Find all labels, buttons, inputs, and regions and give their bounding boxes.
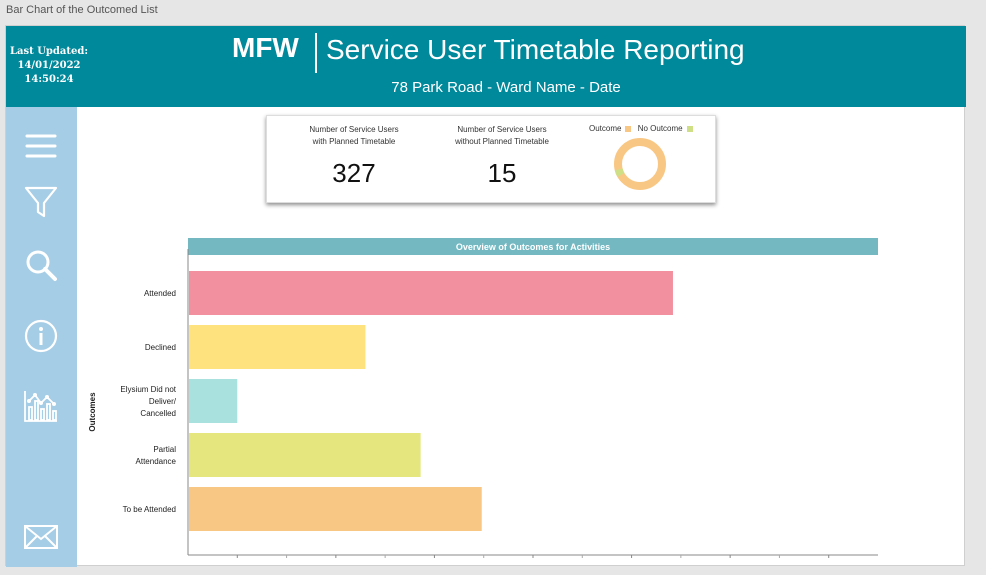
planned-label-line-2: with Planned Timetable xyxy=(312,137,396,146)
filter-icon[interactable] xyxy=(23,184,59,220)
last-updated-date: 14/01/2022 xyxy=(17,60,81,71)
sidebar xyxy=(6,107,77,567)
chart-title-bar xyxy=(188,238,878,255)
report-frame: Last Updated: 14/01/2022 14:50:24 MFW Se… xyxy=(5,25,966,567)
x-tick-label-6: 350 xyxy=(822,560,836,561)
info-icon[interactable] xyxy=(23,318,59,354)
legend-no-outcome-swatch xyxy=(686,125,693,132)
legend-outcome-label: Outcome xyxy=(589,124,622,133)
unplanned-timetable-label: Number of Service Users without Planned … xyxy=(437,124,567,148)
bar-2[interactable] xyxy=(189,379,238,423)
donut-legend: Outcome No Outcome xyxy=(589,124,697,133)
search-icon[interactable] xyxy=(23,247,59,283)
brand-divider xyxy=(315,33,317,73)
brand-logo: MFW xyxy=(232,32,299,63)
category-label-3: Partial Attendance xyxy=(136,445,177,466)
category-label-2: Elysium Did not Deliver/Cancelled xyxy=(120,385,176,418)
planned-label-line-1: Number of Service Users xyxy=(309,125,399,134)
last-updated-label: Last Updated: xyxy=(9,46,89,57)
unplanned-label-line-2: without Planned Timetable xyxy=(455,137,549,146)
last-updated-time: 14:50:24 xyxy=(24,74,74,85)
legend-no-outcome-label: No Outcome xyxy=(637,124,683,133)
planned-timetable-label: Number of Service Users with Planned Tim… xyxy=(289,124,419,148)
category-label-1: Declined xyxy=(145,343,176,352)
legend-outcome-swatch xyxy=(625,125,632,132)
bar-0[interactable] xyxy=(189,271,673,315)
donut-slice-outcome xyxy=(614,138,666,190)
category-label-4: To be Attended xyxy=(123,505,176,514)
x-tick-label-1: 100 xyxy=(329,560,343,561)
y-axis-label: Outcomes xyxy=(88,392,97,432)
unplanned-label-line-1: Number of Service Users xyxy=(457,125,547,134)
window-title: Bar Chart of the Outcomed List xyxy=(6,4,158,16)
last-updated: Last Updated: 14/01/2022 14:50:24 xyxy=(6,45,92,87)
page-title: Service User Timetable Reporting xyxy=(326,34,745,65)
x-tick-label-2: 150 xyxy=(428,560,442,561)
category-label-0: Attended xyxy=(144,289,176,298)
menu-icon[interactable] xyxy=(23,128,59,164)
x-tick-label-5: 300 xyxy=(723,560,737,561)
outcome-donut-chart xyxy=(614,138,666,190)
chart-title: Overview of Outcomes for Activities xyxy=(456,242,610,252)
x-tick-label-0: 50 xyxy=(233,560,242,561)
bar-chart-icon[interactable] xyxy=(23,387,59,423)
x-tick-label-3: 200 xyxy=(526,560,540,561)
mail-icon[interactable] xyxy=(23,519,59,555)
header: Last Updated: 14/01/2022 14:50:24 MFW Se… xyxy=(6,26,966,107)
bar-1[interactable] xyxy=(189,325,366,369)
planned-timetable-value: 327 xyxy=(332,158,376,188)
bar-4[interactable] xyxy=(189,487,482,531)
x-tick-label-4: 250 xyxy=(625,560,639,561)
bar-3[interactable] xyxy=(189,433,421,477)
outcomes-bar-chart: Overview of Outcomes for Activities Atten… xyxy=(88,238,878,561)
kpi-card: Number of Service Users with Planned Tim… xyxy=(266,115,716,203)
unplanned-timetable-value: 15 xyxy=(487,158,517,188)
page-subtitle: 78 Park Road - Ward Name - Date xyxy=(391,79,621,96)
